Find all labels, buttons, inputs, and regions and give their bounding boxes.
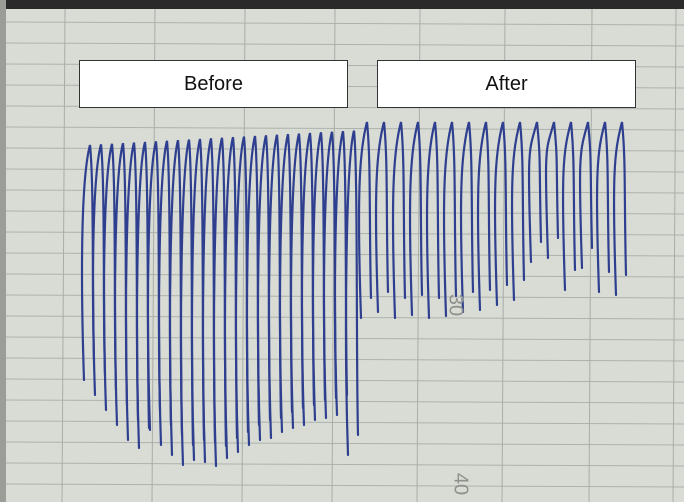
- before-label: Before: [79, 60, 348, 108]
- top-edge: [0, 0, 684, 9]
- left-edge: [0, 0, 6, 502]
- after-label: After: [377, 60, 636, 108]
- paper-mark: 40: [450, 473, 472, 495]
- paper-mark: 30: [445, 294, 467, 316]
- page: 30 40 Before After (() => { const data =…: [0, 0, 684, 502]
